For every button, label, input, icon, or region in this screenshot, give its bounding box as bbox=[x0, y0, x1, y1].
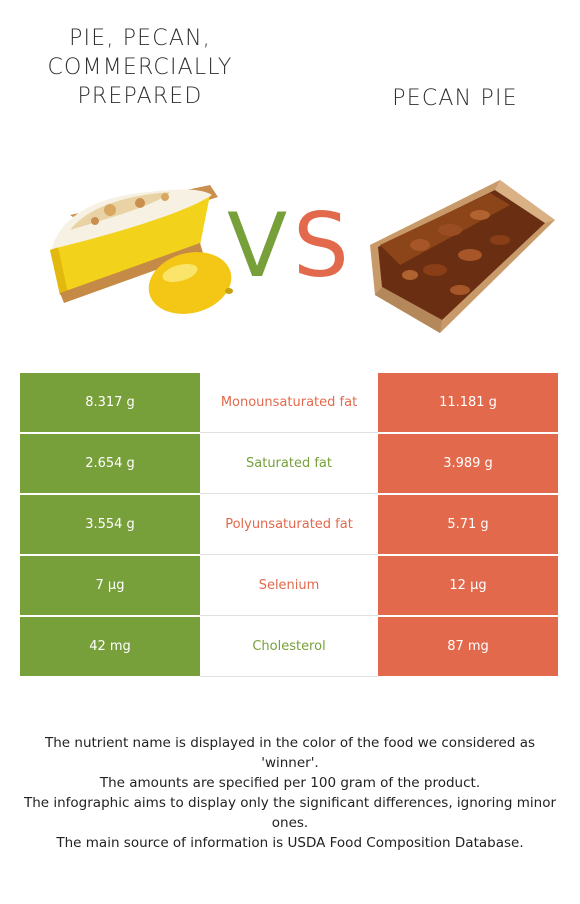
table-row: 8.317 g Monounsaturated fat 11.181 g bbox=[20, 373, 558, 434]
table-row: 3.554 g Polyunsaturated fat 5.71 g bbox=[20, 495, 558, 556]
right-value: 11.181 g bbox=[378, 373, 558, 433]
nutrient-name: Monounsaturated fat bbox=[200, 373, 378, 433]
nutrient-name: Polyunsaturated fat bbox=[200, 495, 378, 555]
lemon-meringue-pie-image bbox=[50, 185, 233, 314]
footer-notes: The nutrient name is displayed in the co… bbox=[22, 733, 558, 853]
right-value: 12 µg bbox=[378, 556, 558, 616]
right-value: 87 mg bbox=[378, 617, 558, 677]
footer-line: The infographic aims to display only the… bbox=[23, 795, 557, 831]
left-value: 8.317 g bbox=[20, 373, 200, 433]
left-value: 42 mg bbox=[20, 617, 200, 677]
comparison-table: 8.317 g Monounsaturated fat 11.181 g 2.6… bbox=[20, 373, 558, 677]
footer-line: The amounts are specified per 100 gram o… bbox=[99, 775, 481, 791]
right-value: 3.989 g bbox=[378, 434, 558, 494]
left-value: 3.554 g bbox=[20, 495, 200, 555]
right-value: 5.71 g bbox=[378, 495, 558, 555]
footer-line: The main source of information is USDA F… bbox=[56, 835, 524, 851]
left-food-title: Pie, pecan, commercially prepared bbox=[47, 26, 233, 109]
left-value: 7 µg bbox=[20, 556, 200, 616]
table-row: 7 µg Selenium 12 µg bbox=[20, 556, 558, 617]
nutrient-name: Saturated fat bbox=[200, 434, 378, 494]
nutrient-name: Selenium bbox=[200, 556, 378, 616]
table-row: 42 mg Cholesterol 87 mg bbox=[20, 617, 558, 677]
left-value: 2.654 g bbox=[20, 434, 200, 494]
pecan-pie-image bbox=[370, 180, 555, 333]
table-row: 2.654 g Saturated fat 3.989 g bbox=[20, 434, 558, 495]
vs-v-letter: V bbox=[227, 198, 287, 288]
right-food-title: Pecan pie bbox=[392, 86, 518, 111]
nutrient-name: Cholesterol bbox=[200, 617, 378, 677]
vs-mark: V S bbox=[227, 198, 349, 288]
footer-line: The nutrient name is displayed in the co… bbox=[44, 735, 536, 771]
vs-s-letter: S bbox=[293, 198, 349, 288]
